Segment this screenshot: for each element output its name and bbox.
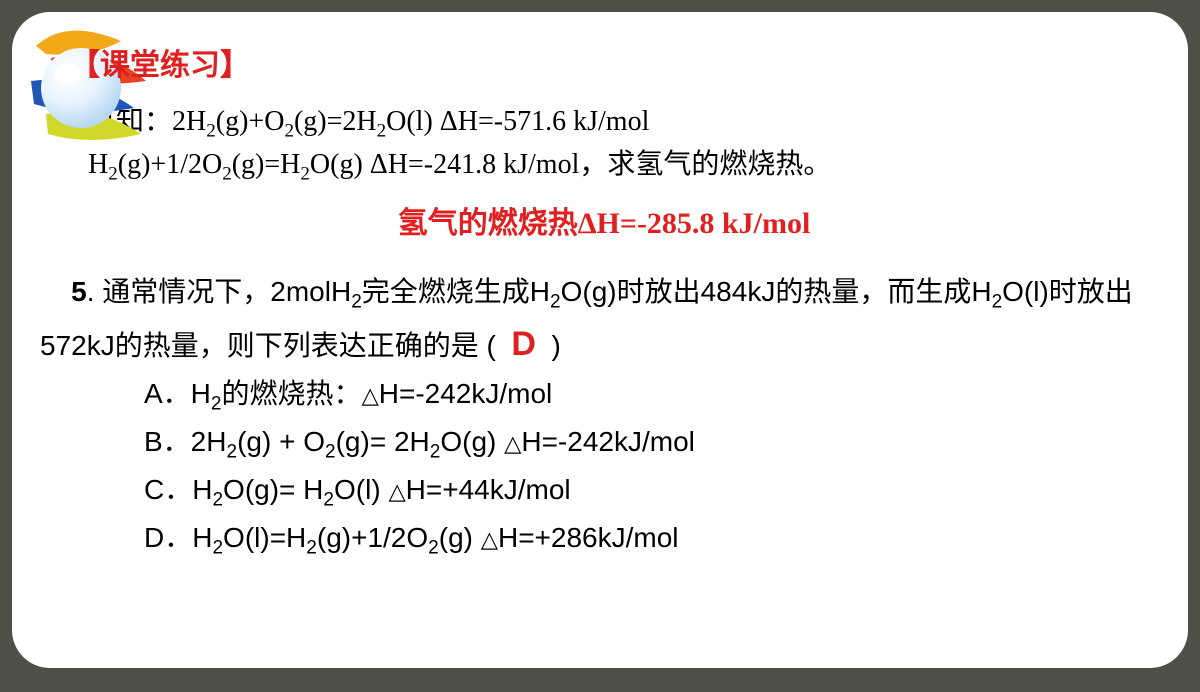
optB-4: O(g) bbox=[440, 426, 504, 457]
q4-line2: H2(g)+1/2O2(g)=H2O(g) ΔH=-241.8 kJ/mol，求… bbox=[88, 145, 1160, 188]
optA-3: H=-242kJ/mol bbox=[379, 378, 553, 409]
option-c: C．H2O(g)= H2O(l) △H=+44kJ/mol bbox=[144, 468, 1160, 516]
q5-t5: ) bbox=[552, 330, 561, 361]
optC-2: O(g)= H bbox=[223, 474, 323, 505]
q5-number: 5 bbox=[71, 276, 87, 307]
q5-t2: 完全燃烧生成H bbox=[362, 276, 550, 307]
optB-3: (g)= 2H bbox=[336, 426, 430, 457]
q5-answer: D bbox=[511, 325, 536, 363]
optD-3: (g)+1/2O bbox=[317, 522, 428, 553]
option-a: A．H2的燃烧热：△H=-242kJ/mol bbox=[144, 372, 1160, 420]
optD-2: O(l)=H bbox=[223, 522, 306, 553]
optA-1: A．H bbox=[144, 378, 211, 409]
option-b: B．2H2(g) + O2(g)= 2H2O(g) △H=-242kJ/mol bbox=[144, 420, 1160, 468]
q5-t3: O(g)时放出484kJ的热量，而生成H bbox=[561, 276, 992, 307]
optD-1: D．H bbox=[144, 522, 212, 553]
section-title: 【课堂练习】 bbox=[70, 40, 1160, 84]
optC-4: H=+44kJ/mol bbox=[406, 474, 571, 505]
optB-2: (g) + O bbox=[237, 426, 325, 457]
optB-5: H=-242kJ/mol bbox=[521, 426, 695, 457]
q5-stem: 5. 通常情况下，2molH2完全燃烧生成H2O(g)时放出484kJ的热量，而… bbox=[40, 270, 1160, 370]
optC-3: O(l) bbox=[334, 474, 388, 505]
q5-t1: . 通常情况下，2molH bbox=[87, 276, 351, 307]
optC-1: C．H bbox=[144, 474, 212, 505]
optB-1: B．2H bbox=[144, 426, 226, 457]
q4-line1: 4. 已知：2H2(g)+O2(g)=2H2O(l) ΔH=-571.6 kJ/… bbox=[60, 102, 1160, 145]
q4-eq1: 2H2(g)+O2(g)=2H2O(l) ΔH=-571.6 kJ/mol bbox=[172, 106, 649, 137]
optA-2: 的燃烧热： bbox=[222, 378, 362, 409]
optD-5: H=+286kJ/mol bbox=[498, 522, 679, 553]
q4-answer: 氢气的燃烧热ΔH=-285.8 kJ/mol bbox=[48, 198, 1160, 242]
q4-prefix: 4. 已知： bbox=[60, 106, 172, 137]
q5-options: A．H2的燃烧热：△H=-242kJ/mol B．2H2(g) + O2(g)=… bbox=[144, 372, 1160, 564]
optD-4: (g) bbox=[439, 522, 481, 553]
slide-container: 【课堂练习】 4. 已知：2H2(g)+O2(g)=2H2O(l) ΔH=-57… bbox=[12, 12, 1188, 668]
option-d: D．H2O(l)=H2(g)+1/2O2(g) △H=+286kJ/mol bbox=[144, 516, 1160, 564]
